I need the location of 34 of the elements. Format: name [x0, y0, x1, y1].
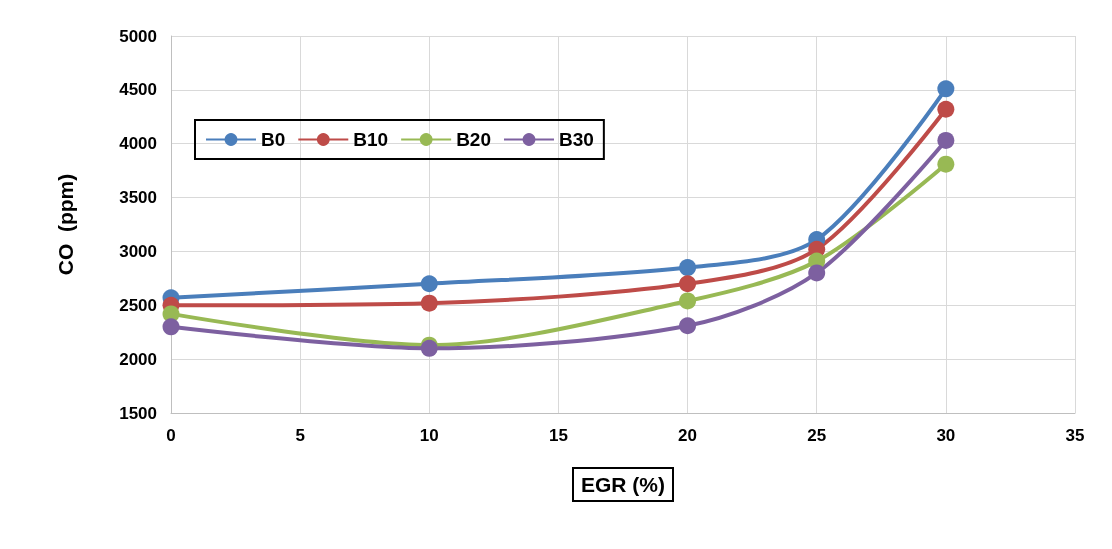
legend-label: B0	[261, 129, 286, 150]
point	[937, 100, 955, 118]
y-tick-label: 3000	[119, 241, 157, 261]
y-tick-label: 3500	[119, 188, 157, 208]
point	[420, 275, 438, 293]
point	[679, 317, 697, 335]
point	[679, 275, 697, 293]
y-tick-label: 4500	[119, 80, 157, 100]
x-tick-label: 15	[548, 426, 568, 445]
x-tick-label: 10	[419, 426, 439, 445]
x-axis-title: EGR (%)	[581, 473, 665, 496]
legend-label: B20	[456, 129, 491, 150]
x-tick-label: 35	[1065, 426, 1085, 445]
y-axis-title: CO (ppm)	[54, 173, 77, 276]
x-tick-label: 5	[295, 426, 305, 445]
x-tick-label: 0	[166, 426, 176, 445]
point	[679, 259, 697, 277]
x-tick-label: 25	[807, 426, 827, 445]
point	[937, 80, 955, 98]
point	[679, 292, 697, 310]
legend-label: B30	[559, 129, 594, 150]
y-tick-label: 4000	[119, 134, 157, 154]
y-tick-label: 2000	[119, 349, 157, 369]
y-tick-label: 1500	[119, 403, 157, 423]
legend-label: B10	[353, 129, 389, 150]
point	[808, 264, 826, 282]
point	[937, 155, 955, 173]
point	[162, 318, 180, 336]
x-tick-label: 20	[678, 426, 698, 445]
point	[420, 294, 438, 312]
x-tick-label: 30	[936, 426, 956, 445]
y-tick-label: 2500	[119, 295, 157, 315]
y-tick-label: 5000	[119, 26, 157, 46]
point	[937, 131, 955, 149]
